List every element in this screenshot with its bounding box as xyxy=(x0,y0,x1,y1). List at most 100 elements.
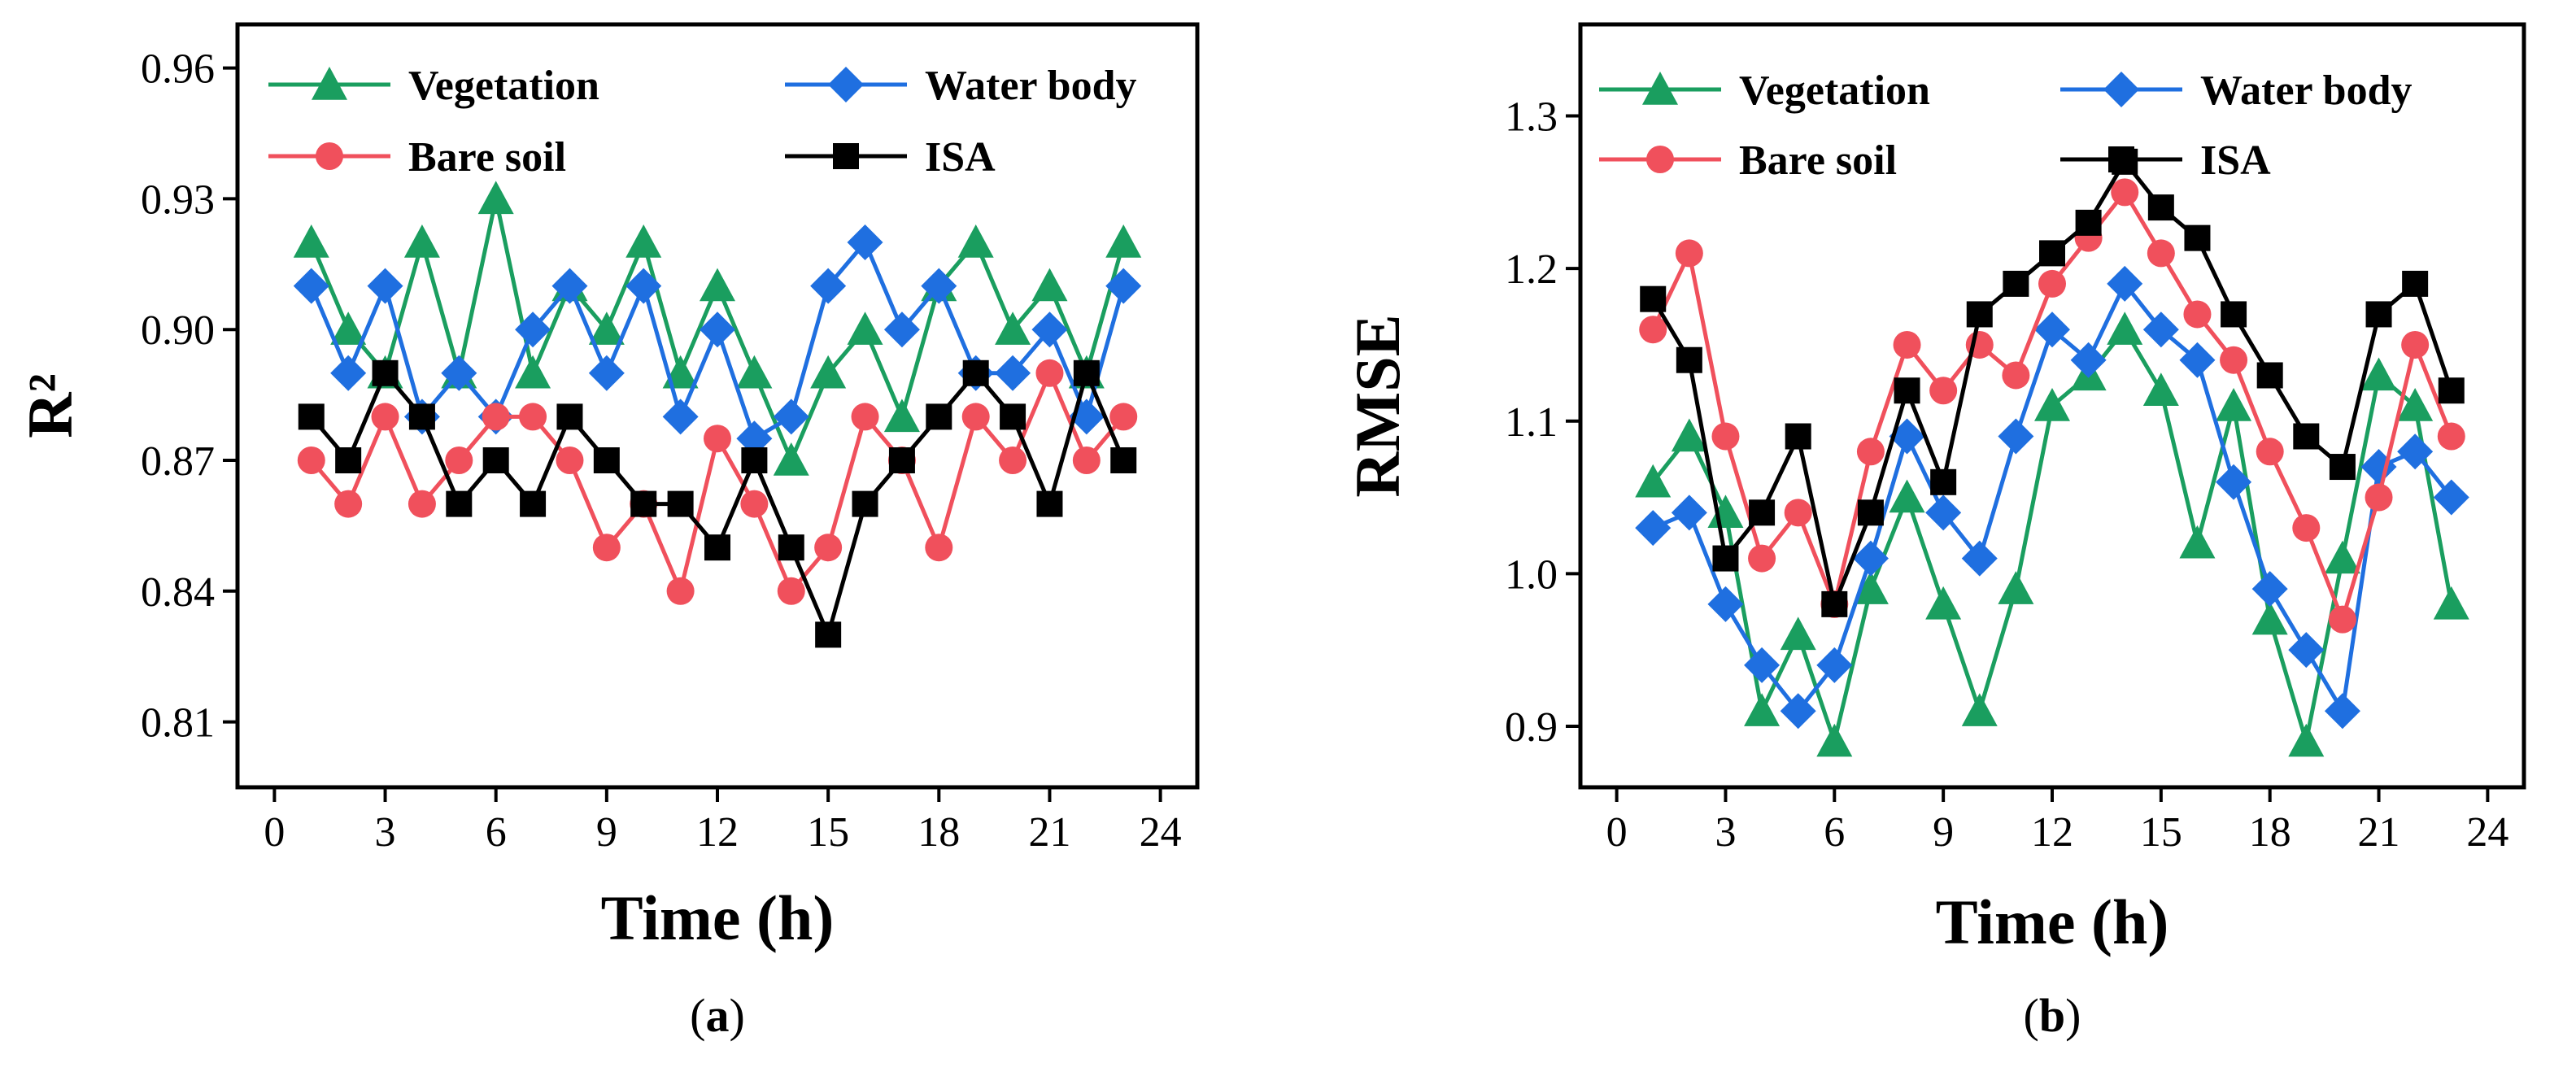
data-point xyxy=(297,447,325,474)
data-point xyxy=(2184,224,2211,251)
data-point xyxy=(926,403,952,430)
y-axis-title: R² xyxy=(15,373,85,438)
data-point xyxy=(883,399,920,433)
legend-label: Water body xyxy=(925,63,1137,109)
data-point xyxy=(2107,311,2143,345)
data-point xyxy=(1925,586,1962,620)
data-point xyxy=(1635,464,1672,498)
panel-label: (a) xyxy=(690,989,745,1042)
data-point xyxy=(515,355,551,389)
data-point xyxy=(2142,372,2179,406)
x-tick-label: 15 xyxy=(2140,809,2182,856)
data-point xyxy=(515,311,551,348)
data-point xyxy=(2034,388,2070,421)
data-point xyxy=(1929,377,1958,405)
data-point xyxy=(2360,449,2397,486)
y-axis-title: RMSE xyxy=(1342,314,1413,497)
data-point xyxy=(851,403,879,431)
data-point xyxy=(1105,224,1142,258)
y-tick-label: 0.90 xyxy=(141,307,215,354)
data-point xyxy=(814,534,843,562)
legend-swatch-marker xyxy=(316,142,343,170)
data-point xyxy=(2142,311,2179,348)
y-tick-label: 0.96 xyxy=(141,46,215,93)
data-point xyxy=(2433,479,2469,516)
data-point xyxy=(2256,362,2283,389)
data-point xyxy=(1852,540,1889,577)
data-point xyxy=(1966,301,1993,328)
x-tick-label: 6 xyxy=(1824,809,1845,856)
data-point xyxy=(667,490,694,517)
data-point xyxy=(2107,265,2143,302)
data-point xyxy=(441,355,477,391)
data-point xyxy=(630,490,657,517)
x-tick-label: 21 xyxy=(2358,809,2400,856)
data-point xyxy=(1676,346,1702,373)
data-point xyxy=(2438,377,2465,404)
x-tick-label: 24 xyxy=(2466,809,2508,856)
data-point xyxy=(777,577,805,605)
data-point xyxy=(1894,377,1920,404)
data-point xyxy=(995,311,1031,345)
data-point xyxy=(2216,388,2252,421)
data-point xyxy=(2437,422,2465,451)
x-tick-label: 18 xyxy=(2249,809,2291,856)
data-point xyxy=(1784,499,1812,527)
legend-label: ISA xyxy=(2200,137,2271,184)
data-point xyxy=(662,399,699,435)
data-point xyxy=(1961,540,1998,577)
data-point xyxy=(1639,316,1667,344)
data-point xyxy=(852,490,878,517)
data-point xyxy=(2397,388,2434,421)
data-point xyxy=(1744,693,1781,726)
x-tick-label: 9 xyxy=(1933,809,1954,856)
y-tick-label: 1.1 xyxy=(1505,399,1558,446)
data-point xyxy=(408,403,435,430)
data-point xyxy=(2111,178,2139,207)
data-point xyxy=(2251,601,2288,635)
data-point xyxy=(1857,499,1884,526)
legend-label: ISA xyxy=(925,134,996,181)
y-tick-label: 1.3 xyxy=(1505,94,1558,141)
data-point xyxy=(1925,494,1962,531)
data-point xyxy=(298,403,325,430)
data-point xyxy=(625,224,662,258)
legend-item: Bare soil xyxy=(268,134,566,181)
x-tick-label: 0 xyxy=(1606,809,1628,856)
x-axis-title: Time (h) xyxy=(601,882,835,953)
data-point xyxy=(1072,447,1101,474)
data-point xyxy=(625,268,662,304)
data-point xyxy=(445,447,473,474)
legend-swatch-marker xyxy=(2103,72,2139,107)
data-point xyxy=(1852,571,1889,604)
legend-swatch-marker xyxy=(1646,146,1674,173)
data-point xyxy=(1711,422,1740,451)
data-point xyxy=(2328,605,2356,634)
legend-item: Water body xyxy=(785,63,1137,109)
data-point xyxy=(773,442,809,476)
data-point xyxy=(371,403,399,431)
x-tick-label: 3 xyxy=(375,809,396,856)
series-isa xyxy=(298,359,1137,648)
data-point xyxy=(1712,545,1739,572)
legend-label: Bare soil xyxy=(408,134,566,181)
data-point xyxy=(2365,301,2392,328)
data-point xyxy=(2401,330,2430,359)
data-point xyxy=(2038,269,2066,298)
data-point xyxy=(482,403,510,431)
legend-item: Vegetation xyxy=(1599,68,1930,114)
y-tick-label: 0.93 xyxy=(141,176,215,223)
data-point xyxy=(666,577,695,605)
x-tick-label: 12 xyxy=(696,809,739,856)
data-point xyxy=(2397,433,2434,470)
y-tick-label: 0.81 xyxy=(141,700,215,747)
data-point xyxy=(2179,525,2216,559)
data-point xyxy=(1930,468,1957,495)
data-point xyxy=(1110,447,1137,473)
data-point xyxy=(815,621,842,648)
data-point xyxy=(2256,438,2284,466)
data-point xyxy=(1780,616,1816,651)
data-point xyxy=(372,359,399,386)
data-point xyxy=(588,311,625,345)
